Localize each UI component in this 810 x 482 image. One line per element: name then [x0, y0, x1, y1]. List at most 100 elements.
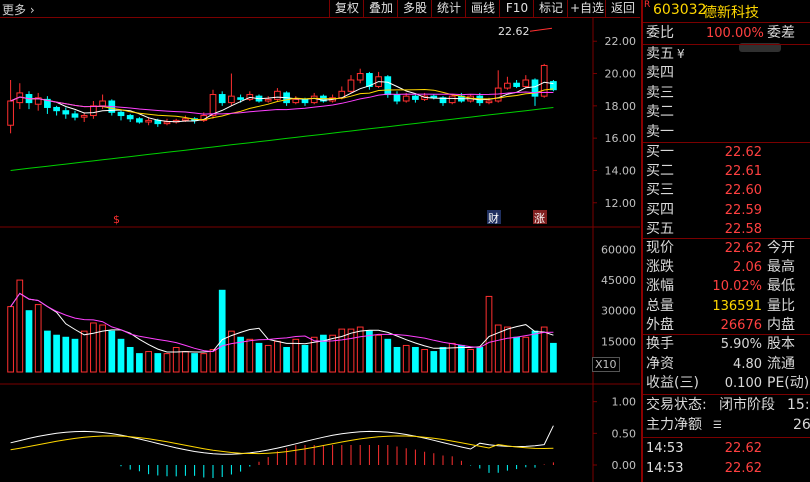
candle-body: [356, 73, 364, 81]
buy-row: 买一 22.62: [643, 143, 810, 162]
toolbar-button-1[interactable]: 叠加: [363, 0, 398, 17]
volume-bar: [108, 330, 116, 373]
toolbar-button-4[interactable]: 画线: [465, 0, 500, 17]
last-price-arrow: [529, 27, 553, 32]
toolbar-button-2[interactable]: 多股: [397, 0, 432, 17]
stat2-label: 净资: [646, 355, 674, 372]
volume-bar: [329, 334, 336, 373]
buy-price: 22.60: [724, 183, 762, 199]
tick-time: 14:53: [646, 441, 684, 456]
candle-body: [145, 119, 152, 123]
volume-axis-label: 15000: [601, 335, 636, 348]
x10-label: X10: [592, 357, 620, 372]
stat-row: 总量 136591 量比: [643, 297, 810, 316]
candle-body: [531, 79, 539, 97]
toolbar-button-8[interactable]: 返回: [605, 0, 640, 17]
volume-bar: [421, 349, 428, 373]
candle-body: [80, 115, 88, 118]
sell-row: 卖三: [643, 84, 810, 103]
candle-body: [163, 121, 171, 125]
quote-panel: R 603032 德新科技 委比 100.00% 委差 卖五 ¥ 卖四 卖三 卖二 卖一 …: [641, 0, 810, 482]
weibi-value: 100.00%: [706, 26, 764, 41]
volume-bar: [375, 334, 382, 373]
volume-bar: [237, 336, 244, 373]
volume-bar: [117, 338, 125, 373]
volume-bar: [191, 353, 198, 373]
cai-marker-bg: [487, 210, 501, 224]
cai-marker: 财: [488, 211, 499, 225]
volume-bar: [200, 353, 208, 373]
stat-value: 26676: [720, 317, 762, 333]
candle-body: [53, 106, 60, 112]
vol-ma10-line: [10, 292, 554, 353]
price-axis-label: 12.00: [605, 197, 637, 210]
ma20-line: [10, 91, 554, 115]
volume-bar: [283, 346, 290, 373]
volume-bar: [62, 336, 70, 373]
toolbar-button-0[interactable]: 复权: [329, 0, 364, 17]
buy-price: 22.58: [724, 221, 762, 237]
volume-bar: [513, 336, 520, 373]
toolbar-button-6[interactable]: 标记: [533, 0, 568, 17]
candle-body: [44, 98, 51, 108]
stat2-row: 换手 5.90% 股本: [643, 335, 810, 354]
stat-value: 10.02%: [712, 279, 762, 295]
candle-body: [136, 118, 143, 123]
r-mark: R: [644, 0, 651, 10]
volume-axis-label: 45000: [601, 274, 636, 287]
stat-label2: 最低: [767, 278, 795, 295]
toolbar-button-5[interactable]: F10: [499, 0, 534, 17]
volume-axis-label: 30000: [601, 305, 636, 318]
candle-body: [513, 82, 520, 87]
toolbar-button-3[interactable]: 统计: [431, 0, 466, 17]
volume-bar: [356, 326, 364, 373]
volume-bar: [494, 324, 502, 373]
candle-body: [366, 73, 373, 87]
volume-bar: [485, 295, 493, 373]
list-icon[interactable]: ☰: [713, 420, 722, 431]
kline-chart[interactable]: 22.00 20.00 18.00 16.00 14.00 12.00 22.62 $ 财 涨 60…: [0, 17, 640, 482]
candle-body: [485, 100, 493, 104]
more-menu[interactable]: 更多 ›: [2, 3, 35, 17]
candle-body: [274, 90, 281, 100]
sell-label: 卖四: [646, 65, 674, 82]
stat2-value: 5.90%: [720, 337, 762, 352]
volume-bar: [209, 349, 217, 373]
toolbar-button-7[interactable]: +自选: [567, 0, 606, 17]
volume-bar: [439, 346, 447, 373]
volume-bar: [320, 334, 327, 373]
stat2-value: 4.80: [733, 356, 762, 372]
stat-row: 现价 22.62 今开: [643, 239, 810, 258]
sell-row: 卖四: [643, 64, 810, 83]
candle-body: [301, 98, 309, 104]
volume-bar: [154, 353, 162, 373]
stat2-row: 净资 4.80 流通: [643, 355, 810, 374]
buy-row: 买五 22.58: [643, 220, 810, 239]
toolbar: 更多 › 复权 叠加 多股 统计 画线 F10 标记 +自选 返回: [0, 0, 640, 18]
volume-bar: [71, 338, 79, 373]
stat2-value: 0.100: [724, 376, 762, 391]
price-axis-label: 22.00: [605, 35, 637, 48]
volume-bar: [274, 340, 281, 373]
buy-row: 买四 22.59: [643, 201, 810, 220]
buy-row: 买二 22.61: [643, 162, 810, 181]
stat2-label: 收益(三): [646, 375, 699, 391]
vol-ma5-line: [10, 292, 554, 353]
weibi-label: 委比: [646, 25, 674, 41]
volume-bar: [172, 346, 180, 373]
indicator-axis-label: 0.00: [612, 459, 637, 472]
trade-state-row: 交易状态: 闭市阶段 15:0: [643, 396, 810, 415]
stat2-label: 换手: [646, 336, 674, 352]
scroll-handle[interactable]: [739, 43, 781, 52]
candle-body: [34, 97, 42, 105]
volume-bar: [99, 324, 106, 373]
stat2-row: 收益(三) 0.100 PE(动): [643, 374, 810, 393]
ma60-line: [10, 107, 554, 171]
weibi-row: 委比 100.00% 委差: [643, 24, 810, 43]
ma5-line: [10, 81, 554, 123]
volume-bar: [476, 346, 484, 373]
stat2-label2: 流通: [767, 355, 795, 372]
volume-bar: [255, 342, 263, 373]
candle-body: [264, 98, 272, 102]
volume-bar: [163, 353, 171, 373]
